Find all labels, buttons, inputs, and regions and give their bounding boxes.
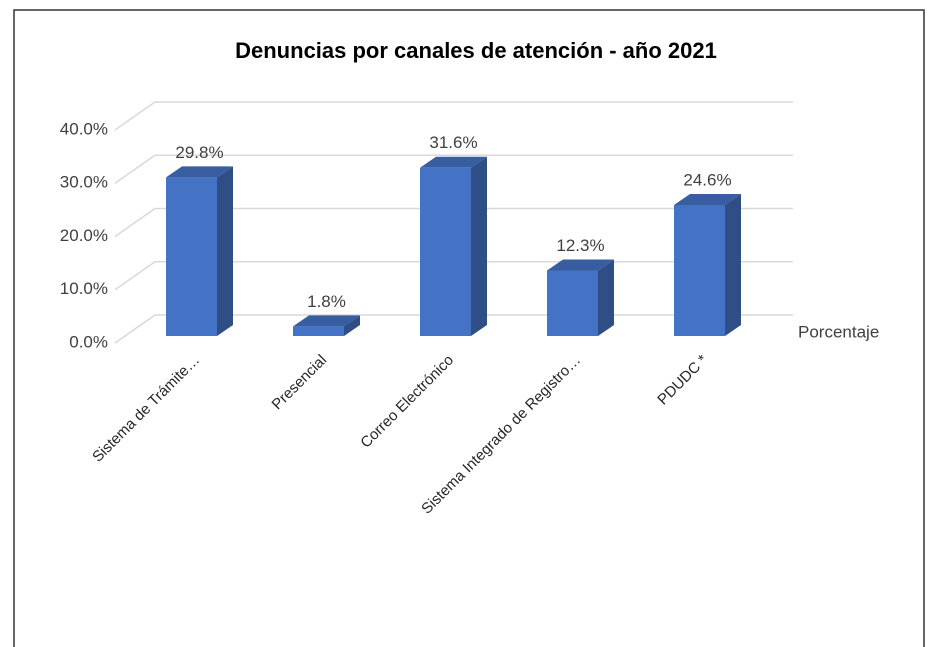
data-label: 12.3% [556,236,604,255]
bar-top [674,194,741,206]
data-label: 24.6% [683,170,731,189]
bar-front [547,270,598,336]
bar-side [725,194,741,336]
bar-front [166,177,217,336]
bar-side [344,315,360,336]
bar-top [547,259,614,271]
bar [547,259,614,336]
bar-side [598,259,614,336]
data-label: 1.8% [307,292,346,311]
bar-side [217,166,233,336]
y-tick-label: 30.0% [60,173,108,192]
y-tick-label: 20.0% [60,226,108,245]
grid-line [114,154,793,184]
data-label: 31.6% [429,133,477,152]
bar [166,166,233,336]
bar-front [293,326,344,336]
grid-line [114,101,793,131]
y-tick-label: 0.0% [69,332,108,351]
bar [674,194,741,336]
bar-top [293,315,360,327]
grid-line [114,207,793,238]
bar-front [420,167,471,336]
legend-label: Porcentaje [798,322,879,341]
bar-side [471,156,487,336]
data-label: 29.8% [175,143,223,162]
bar-top [420,156,487,168]
y-tick-label: 10.0% [60,279,108,298]
chart-title: Denuncias por canales de atención - año … [235,38,717,63]
bar [420,156,487,336]
bar [293,315,360,336]
y-tick-label: 40.0% [60,119,108,138]
bar-top [166,166,233,178]
bar-front [674,205,725,336]
